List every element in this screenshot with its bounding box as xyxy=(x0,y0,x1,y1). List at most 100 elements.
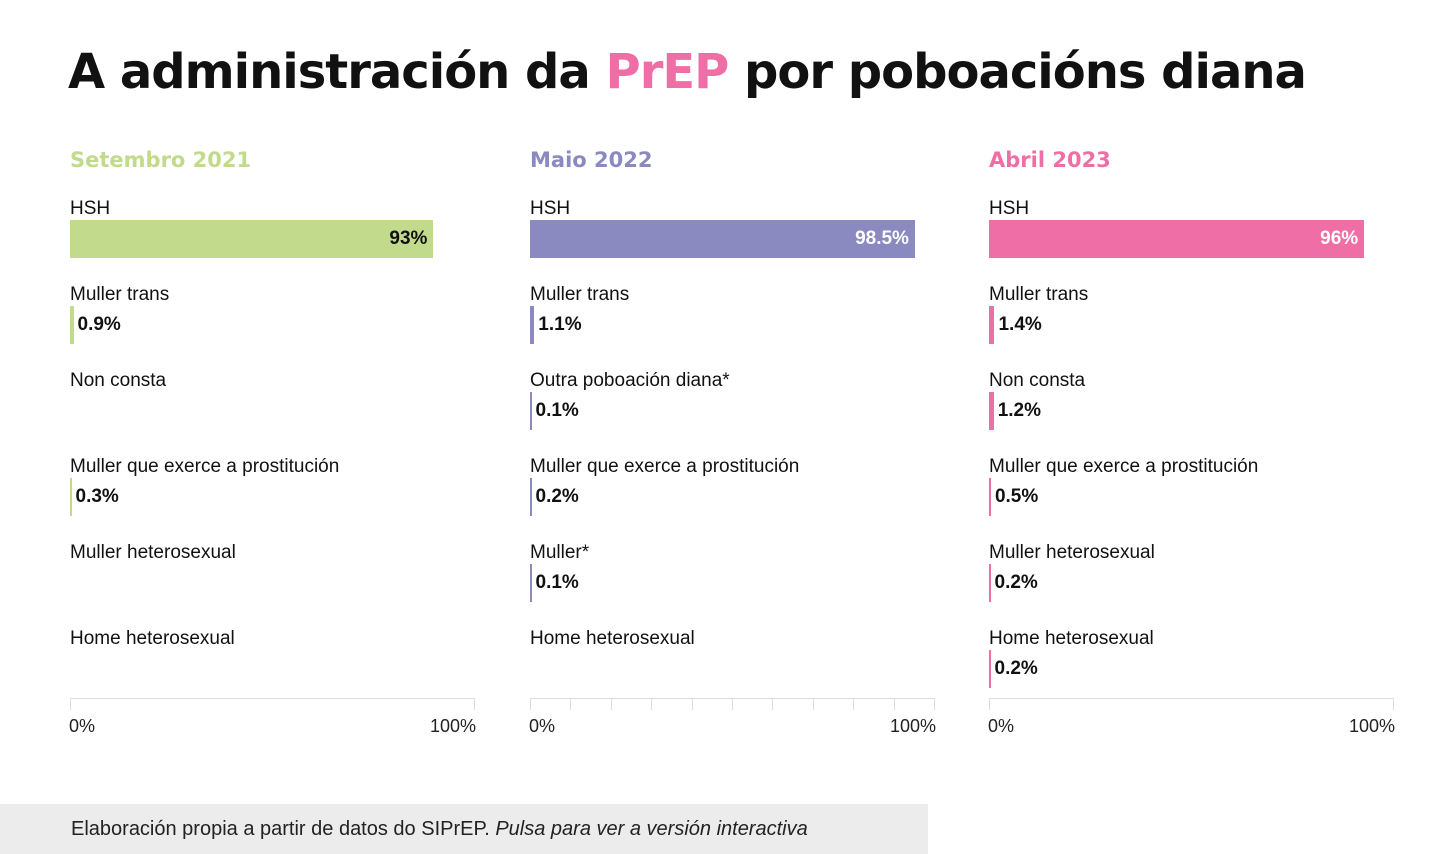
value-label: 0.3% xyxy=(75,486,119,507)
x-axis-tick xyxy=(691,698,693,710)
category-label: Home heterosexual xyxy=(530,628,695,649)
x-axis-tick xyxy=(934,698,935,710)
x-axis-tick xyxy=(651,698,653,710)
footer-source-note[interactable]: Elaboración propia a partir de datos do … xyxy=(0,804,928,854)
x-tick-label-max: 100% xyxy=(890,716,937,736)
x-axis-line xyxy=(70,698,474,699)
value-label: 0.5% xyxy=(994,486,1039,507)
x-axis-tick xyxy=(570,698,572,710)
bar xyxy=(989,478,991,516)
x-axis-line xyxy=(989,698,1393,699)
category-label: HSH xyxy=(530,198,571,219)
footer-source: Elaboración propia a partir de datos do … xyxy=(71,818,496,840)
bar xyxy=(70,306,74,344)
x-axis-tick xyxy=(732,698,733,710)
category-label: HSH xyxy=(70,198,111,219)
x-axis-tick xyxy=(989,698,990,710)
x-axis-tick xyxy=(772,698,774,710)
bar xyxy=(530,220,915,258)
bar xyxy=(989,306,995,344)
x-tick-label-min: 0% xyxy=(988,716,1015,736)
title-suffix: por poboacións diana xyxy=(728,44,1307,100)
x-tick-label-min: 0% xyxy=(69,716,96,736)
x-tick-label-max: 100% xyxy=(430,716,477,736)
value-label: 96% xyxy=(1320,228,1359,249)
category-label: Muller que exerce a prostitución xyxy=(989,456,1259,477)
x-axis-tick xyxy=(893,698,895,710)
category-label: Home heterosexual xyxy=(989,628,1154,649)
bar-row: Muller trans 1.1% xyxy=(530,284,940,370)
value-label: 98.5% xyxy=(855,228,909,249)
bar xyxy=(70,220,434,258)
bar xyxy=(989,564,991,602)
bar-row: Home heterosexual xyxy=(530,628,940,714)
value-label: 1.4% xyxy=(998,314,1042,335)
x-tick-label-max: 100% xyxy=(1349,716,1396,736)
x-axis-tick xyxy=(610,698,612,710)
category-label: Muller* xyxy=(530,542,590,563)
bar-row: HSH 93% xyxy=(70,198,480,284)
x-tick-label-min: 0% xyxy=(529,716,556,736)
bar-row: Home heterosexual xyxy=(70,628,480,714)
category-label: Outra poboación diana* xyxy=(530,370,730,391)
bar xyxy=(989,650,991,688)
bar xyxy=(530,564,532,602)
category-label: HSH xyxy=(989,198,1030,219)
x-axis-tick xyxy=(1393,698,1394,710)
value-label: 0.2% xyxy=(535,486,579,507)
value-label: 0.2% xyxy=(994,658,1038,679)
bar-row: Muller que exerce a prostitución 0.2% xyxy=(530,456,940,542)
bar-row: Muller trans 0.9% xyxy=(70,284,480,370)
value-label: 0.1% xyxy=(535,400,579,421)
category-label: Muller que exerce a prostitución xyxy=(530,456,800,477)
chart-panel-abril-2023: Abril 2023 HSH 96% Muller trans 1.4% Non con… xyxy=(988,0,1399,760)
category-label: Muller trans xyxy=(530,284,630,305)
bar xyxy=(530,306,535,344)
bar-row: Muller trans 1.4% xyxy=(989,284,1399,370)
chart-panel-setembro-2021: Setembro 2021 HSH 93% Muller trans 0.9% Non … xyxy=(69,0,480,760)
bar-row: Muller heterosexual 0.2% xyxy=(989,542,1399,628)
bar xyxy=(989,392,994,430)
x-axis-tick xyxy=(474,698,475,710)
bar xyxy=(530,478,532,516)
value-label: 0.2% xyxy=(994,572,1038,593)
value-label: 0.9% xyxy=(77,314,121,335)
value-label: 1.2% xyxy=(997,400,1041,421)
bar-row: Muller* 0.1% xyxy=(530,542,940,628)
panel-title: Abril 2023 xyxy=(989,148,1111,172)
chart-panel-maio-2022: Maio 2022 HSH 98.5% Muller trans 1.1% Outra … xyxy=(529,0,940,760)
category-label: Muller que exerce a prostitución xyxy=(70,456,340,477)
bar xyxy=(989,220,1365,258)
category-label: Muller heterosexual xyxy=(989,542,1155,563)
bar xyxy=(530,392,532,430)
bar-row: Muller que exerce a prostitución 0.3% xyxy=(70,456,480,542)
value-label: 0.1% xyxy=(535,572,579,593)
bar-row: Outra poboación diana* 0.1% xyxy=(530,370,940,456)
bar-row: Home heterosexual 0.2% xyxy=(989,628,1399,714)
value-label: 1.1% xyxy=(538,314,582,335)
page-title: A administración da PrEP por poboacións … xyxy=(68,44,1307,100)
title-highlight-prep: PrEP xyxy=(605,44,730,100)
panel-title: Setembro 2021 xyxy=(70,148,252,172)
category-label: Non consta xyxy=(70,370,167,391)
bar-row: Non consta 1.2% xyxy=(989,370,1399,456)
bar-row: HSH 96% xyxy=(989,198,1399,284)
x-axis-tick xyxy=(812,698,814,710)
x-axis-tick xyxy=(70,698,71,710)
category-label: Non consta xyxy=(989,370,1086,391)
footer-interactive-link[interactable]: Pulsa para ver a versión interactiva xyxy=(495,818,808,840)
title-prefix: A administración da xyxy=(68,44,606,100)
bar-row: HSH 98.5% xyxy=(530,198,940,284)
category-label: Muller heterosexual xyxy=(70,542,236,563)
category-label: Muller trans xyxy=(70,284,170,305)
category-label: Home heterosexual xyxy=(70,628,235,649)
panel-title: Maio 2022 xyxy=(530,148,653,172)
x-axis-tick xyxy=(530,698,531,710)
category-label: Muller trans xyxy=(989,284,1089,305)
bar-row: Muller que exerce a prostitución 0.5% xyxy=(989,456,1399,542)
value-label: 93% xyxy=(389,228,428,249)
bar-row: Non consta xyxy=(70,370,480,456)
x-axis-tick xyxy=(853,698,855,710)
bar xyxy=(70,478,72,516)
bar-row: Muller heterosexual xyxy=(70,542,480,628)
